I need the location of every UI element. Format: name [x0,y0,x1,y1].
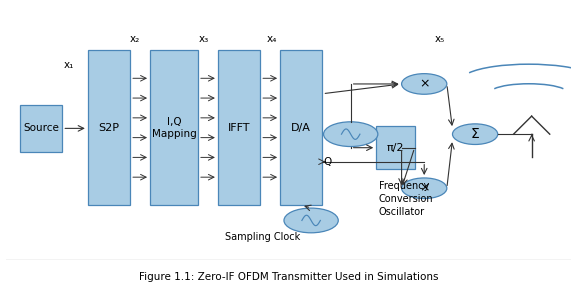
Bar [150,50,198,205]
Circle shape [324,122,378,147]
Bar [88,50,130,205]
Text: Figure 1.1: Zero-IF OFDM Transmitter Used in Simulations: Figure 1.1: Zero-IF OFDM Transmitter Use… [138,272,439,282]
Bar [218,50,260,205]
Text: D/A: D/A [291,123,311,133]
Text: x₂: x₂ [130,34,140,44]
Text: Sampling Clock: Sampling Clock [226,231,301,242]
Text: x₁: x₁ [63,60,74,70]
Text: Σ: Σ [471,127,479,141]
Text: ×: × [419,182,429,195]
Text: x₃: x₃ [199,34,209,44]
Bar [20,104,62,152]
Text: x₅: x₅ [434,34,445,44]
Text: IFFT: IFFT [228,123,250,133]
Text: Frequency
Conversion
Oscillator: Frequency Conversion Oscillator [379,181,433,217]
Bar [376,127,415,169]
Circle shape [284,208,338,233]
Text: S2P: S2P [99,123,119,133]
Text: π/2: π/2 [387,143,404,153]
Text: Source: Source [23,123,59,133]
Text: ×: × [419,78,429,91]
Text: I,Q
Mapping: I,Q Mapping [152,117,196,139]
Text: Q: Q [324,157,332,167]
Text: x₄: x₄ [267,34,278,44]
Bar [280,50,323,205]
Circle shape [402,74,447,94]
Circle shape [452,124,498,144]
Circle shape [402,178,447,199]
